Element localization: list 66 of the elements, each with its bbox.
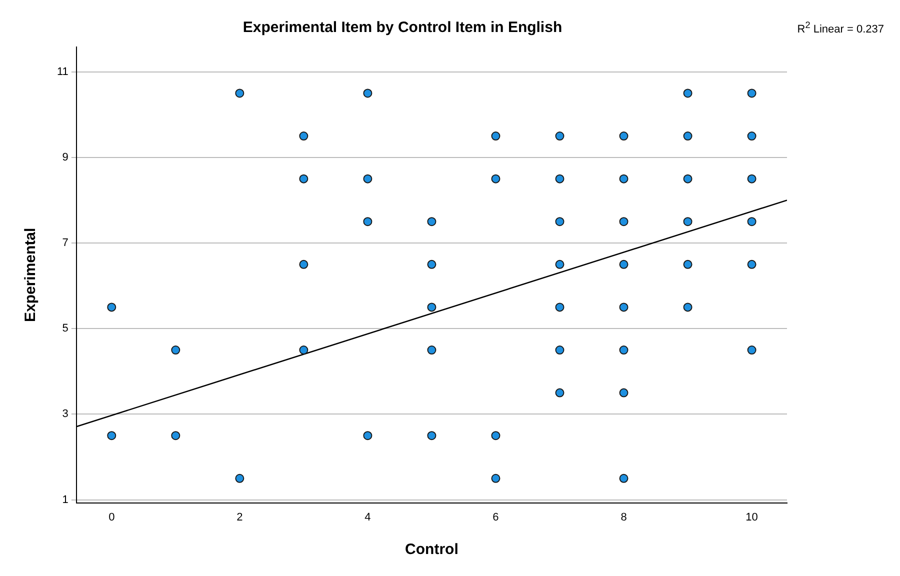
point: [683, 260, 692, 269]
point: [555, 388, 564, 398]
point: [683, 302, 692, 312]
x-tick-label: 0: [108, 511, 115, 524]
point: [619, 174, 628, 184]
y-tick-label: 1: [62, 494, 68, 506]
point: [619, 260, 628, 269]
point: [683, 174, 692, 184]
point: [427, 346, 436, 355]
point: [363, 88, 372, 98]
point: [619, 474, 628, 483]
point: [747, 132, 756, 141]
point: [299, 346, 308, 355]
point: [555, 346, 564, 355]
y-tick-label: 7: [62, 237, 68, 250]
point: [171, 431, 180, 440]
point: [427, 302, 436, 312]
point: [619, 388, 628, 398]
x-tick-label: 2: [236, 511, 243, 524]
x-tick-label: 6: [492, 511, 499, 524]
point: [683, 217, 692, 226]
point: [363, 174, 372, 184]
point: [491, 474, 500, 483]
point: [619, 217, 628, 226]
point: [235, 88, 244, 98]
point: [363, 431, 372, 440]
point: [107, 302, 116, 312]
y-tick-label: 11: [56, 66, 68, 78]
x-tick-label: 8: [620, 511, 627, 524]
point: [427, 431, 436, 440]
x-tick-label: 10: [746, 511, 758, 524]
x-axis-title: Control: [405, 541, 458, 558]
point: [363, 217, 372, 226]
point: [747, 88, 756, 98]
y-tick-label: 3: [62, 408, 68, 420]
point: [747, 260, 756, 269]
x-tick-label: 4: [364, 511, 371, 524]
point: [619, 346, 628, 355]
point: [555, 217, 564, 226]
point: [747, 217, 756, 226]
point: [555, 174, 564, 184]
point: [171, 346, 180, 355]
point: [427, 260, 436, 269]
point: [555, 132, 564, 141]
point: [555, 302, 564, 312]
point: [299, 132, 308, 141]
point: [619, 302, 628, 312]
y-tick-label: 9: [62, 151, 68, 164]
point: [619, 132, 628, 141]
point: [491, 132, 500, 141]
text: R$^{2}$ Linear = 0.237: [797, 20, 884, 36]
point: [747, 174, 756, 184]
point: [299, 260, 308, 269]
point: [107, 431, 116, 440]
point: [747, 346, 756, 355]
point: [235, 474, 244, 483]
y-axis-title: Experimental: [22, 228, 40, 322]
y-tick-label: 5: [62, 322, 68, 335]
point: [491, 431, 500, 440]
chart-title: Experimental Item by Control Item in English: [242, 19, 562, 36]
point: [683, 88, 692, 98]
point: [555, 260, 564, 269]
point: [427, 217, 436, 226]
point: [299, 174, 308, 184]
point: [683, 132, 692, 141]
point: [491, 174, 500, 184]
